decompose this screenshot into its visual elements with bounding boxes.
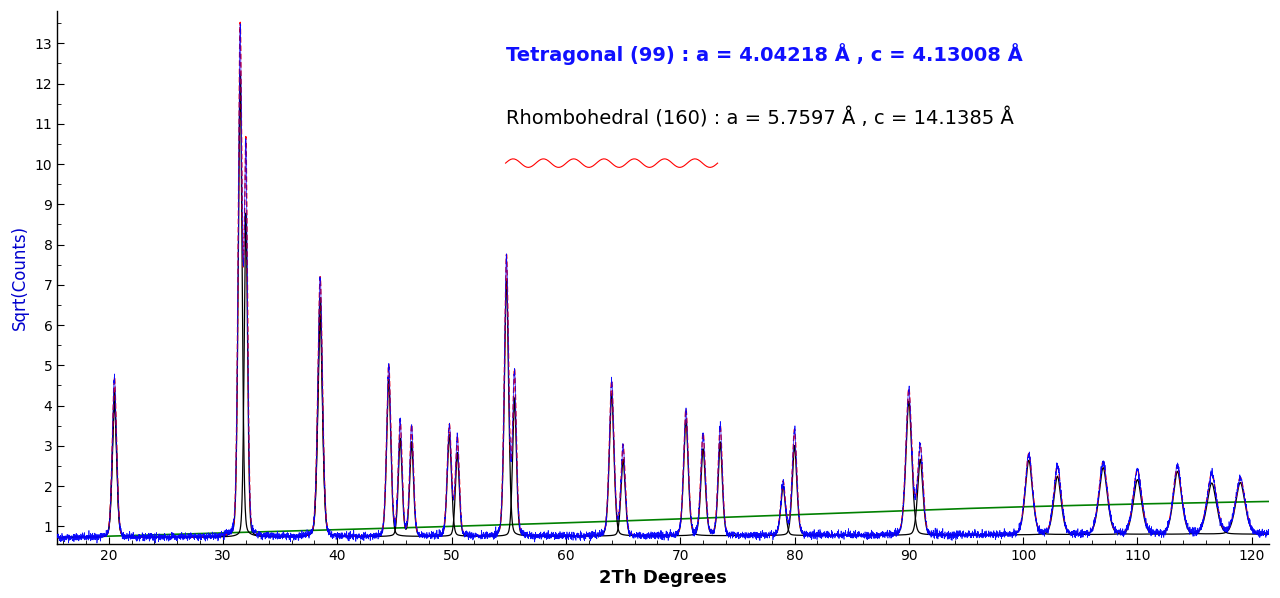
Text: Tetragonal (99) : a = 4.04218 Å , c = 4.13008 Å: Tetragonal (99) : a = 4.04218 Å , c = 4.…: [506, 43, 1023, 65]
Text: Rhombohedral (160) : a = 5.7597 Å , c = 14.1385 Å: Rhombohedral (160) : a = 5.7597 Å , c = …: [506, 107, 1014, 128]
Y-axis label: Sqrt(Counts): Sqrt(Counts): [12, 225, 29, 330]
X-axis label: 2Th Degrees: 2Th Degrees: [599, 569, 727, 587]
